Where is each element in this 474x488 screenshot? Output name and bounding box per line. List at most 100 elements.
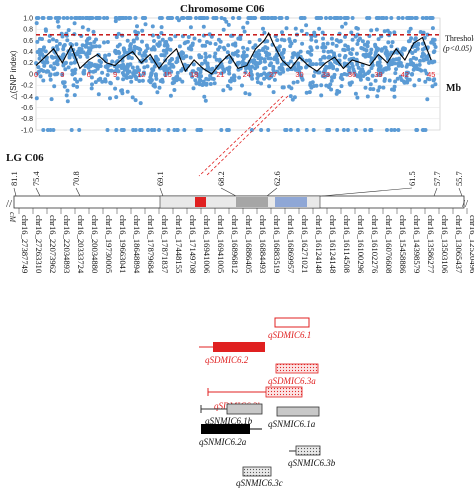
snp-point: [201, 79, 206, 84]
snp-point: [129, 56, 134, 61]
snp-point: [279, 52, 284, 57]
cm-label: 69.1: [156, 171, 165, 186]
snp-point: [425, 97, 430, 102]
snp-point: [322, 74, 327, 79]
snp-point: [232, 78, 237, 83]
snp-point: [50, 55, 55, 60]
snp-point: [72, 71, 77, 75]
snp-point: [114, 16, 119, 20]
snp-point: [108, 80, 113, 85]
snp-point: [360, 39, 365, 44]
snp-point: [157, 85, 162, 90]
snp-point: [318, 57, 323, 62]
snp-point: [61, 47, 66, 52]
qtl-bars: qSDMIC6.1 qSDMIC6.2 qSDMIC6.3a qSDMIC6.3…: [199, 317, 336, 488]
marker-label: chr16_19730005: [104, 215, 114, 273]
snp-point: [192, 36, 197, 41]
snp-point: [165, 71, 170, 76]
snp-point: [225, 84, 230, 88]
snp-point: [334, 43, 339, 48]
snp-point: [81, 70, 86, 75]
snp-point: [156, 35, 161, 39]
snp-point: [422, 35, 427, 40]
snp-point: [56, 24, 61, 29]
snp-point: [295, 79, 300, 84]
snp-point: [253, 43, 258, 48]
snp-point: [417, 78, 422, 82]
snp-point: [290, 55, 295, 60]
snp-point: [261, 26, 265, 31]
snp-point: [262, 71, 267, 76]
snp-point: [67, 55, 72, 60]
snp-point: [386, 40, 391, 45]
snp-point: [152, 39, 156, 43]
snp-point: [288, 94, 293, 99]
snp-point: [80, 25, 85, 30]
snp-point: [385, 49, 389, 54]
snp-point: [34, 21, 39, 26]
snp-point: [411, 67, 416, 72]
snp-point: [245, 47, 250, 52]
snp-point: [350, 37, 355, 42]
marker-label: chr16_16869957: [286, 215, 296, 274]
snp-point: [69, 16, 74, 20]
snp-point: [304, 58, 309, 63]
snp-point: [418, 58, 422, 63]
snp-point: [127, 47, 132, 52]
snp-point: [115, 76, 120, 81]
snp-point: [133, 16, 138, 20]
snp-point: [76, 49, 81, 54]
snp-point: [385, 53, 390, 58]
snp-point: [257, 48, 262, 53]
snp-point: [125, 68, 130, 73]
snp-point: [332, 72, 337, 77]
snp-point: [231, 42, 235, 47]
snp-point: [105, 16, 110, 20]
snp-point: [124, 75, 129, 80]
snp-point: [177, 77, 182, 82]
snp-point: [213, 51, 218, 56]
cm-connector: [266, 187, 278, 197]
snp-point: [347, 70, 352, 75]
snp-point: [77, 128, 82, 132]
snp-point: [414, 56, 419, 61]
marker-label: chr16_17871837: [160, 215, 170, 274]
snp-point: [321, 36, 325, 41]
marker-label: chr16_16102276: [370, 215, 380, 274]
snp-point: [71, 83, 76, 88]
snp-point: [309, 37, 314, 42]
snp-point: [410, 72, 414, 77]
snp-point: [233, 50, 238, 55]
snp-point: [137, 46, 142, 51]
snp-point: [222, 47, 227, 52]
snp-point: [250, 76, 255, 81]
marker-label: chr16_17149708: [188, 215, 198, 273]
snp-point: [37, 47, 42, 52]
cm-label: 55.7: [455, 171, 464, 186]
snp-point: [228, 79, 233, 84]
snp-point: [121, 128, 125, 132]
snp-point: [417, 62, 422, 67]
x-tick-label: 6: [87, 70, 91, 79]
snp-point: [130, 95, 135, 100]
snp-point: [243, 70, 248, 75]
threshold-pvalue: (p<0.05): [443, 44, 472, 53]
snp-point: [237, 60, 242, 65]
snp-point: [204, 76, 209, 81]
qtl-label-qSNMIC6.1b: qSNMIC6.1b: [205, 416, 253, 426]
y-tick-label: -0.8: [21, 116, 33, 123]
snp-point: [182, 128, 187, 132]
snp-point: [339, 84, 344, 89]
snp-point: [373, 78, 378, 83]
snp-point: [283, 128, 288, 132]
snp-point: [431, 78, 436, 83]
marker-label: chr16_12520496: [468, 215, 474, 274]
snp-point: [314, 62, 319, 67]
snp-point: [363, 85, 368, 90]
snp-point: [225, 128, 230, 132]
snp-point: [159, 25, 164, 30]
snp-point: [41, 128, 46, 132]
snp-point: [60, 34, 65, 39]
marker-label: chr16_16884493: [258, 215, 268, 273]
snp-point: [348, 51, 353, 56]
